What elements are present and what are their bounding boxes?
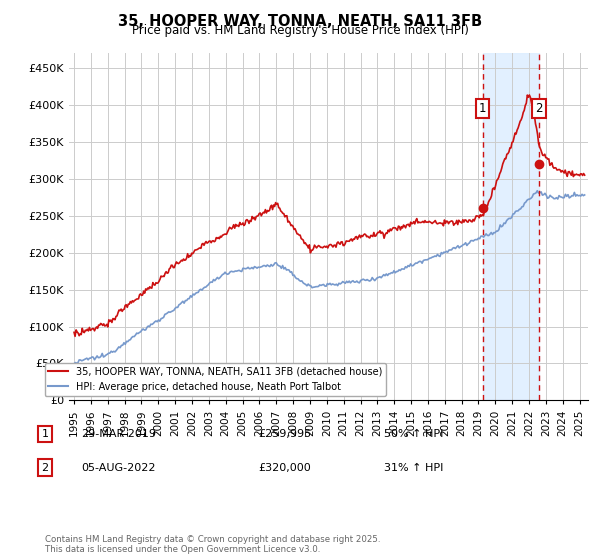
Text: Contains HM Land Registry data © Crown copyright and database right 2025.
This d: Contains HM Land Registry data © Crown c…: [45, 535, 380, 554]
Text: 29-MAR-2019: 29-MAR-2019: [81, 429, 156, 439]
Text: £259,995: £259,995: [258, 429, 311, 439]
Text: 31% ↑ HPI: 31% ↑ HPI: [384, 463, 443, 473]
Text: 2: 2: [535, 102, 543, 115]
Text: 1: 1: [479, 102, 486, 115]
Text: Price paid vs. HM Land Registry's House Price Index (HPI): Price paid vs. HM Land Registry's House …: [131, 24, 469, 36]
Text: 50% ↑ HPI: 50% ↑ HPI: [384, 429, 443, 439]
Text: 35, HOOPER WAY, TONNA, NEATH, SA11 3FB: 35, HOOPER WAY, TONNA, NEATH, SA11 3FB: [118, 14, 482, 29]
Legend: 35, HOOPER WAY, TONNA, NEATH, SA11 3FB (detached house), HPI: Average price, det: 35, HOOPER WAY, TONNA, NEATH, SA11 3FB (…: [44, 363, 386, 395]
Text: £320,000: £320,000: [258, 463, 311, 473]
Bar: [482, 53, 539, 400]
Text: 1: 1: [41, 429, 49, 439]
Text: 05-AUG-2022: 05-AUG-2022: [81, 463, 155, 473]
Text: 2: 2: [41, 463, 49, 473]
